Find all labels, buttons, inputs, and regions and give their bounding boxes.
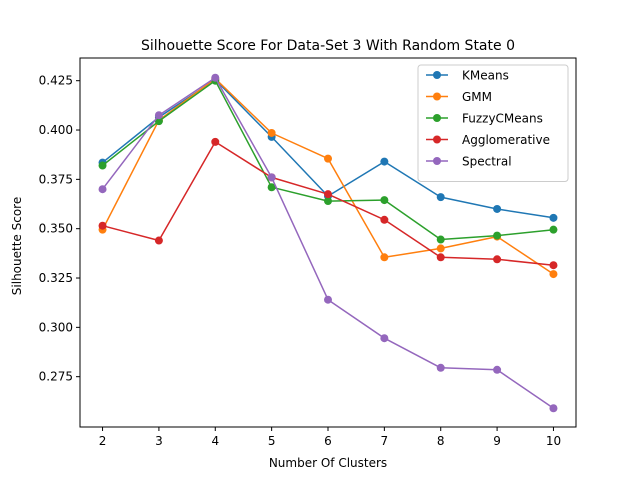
data-point [493, 365, 502, 374]
data-point [267, 183, 276, 192]
legend-marker [433, 157, 441, 165]
y-tick-label: 0.350 [39, 222, 73, 236]
x-tick-label: 6 [324, 434, 332, 448]
legend-label: Spectral [462, 155, 512, 169]
chart-title: Silhouette Score For Data-Set 3 With Ran… [141, 38, 515, 54]
x-tick-label: 2 [99, 434, 107, 448]
data-point [324, 197, 332, 206]
x-tick-label: 3 [155, 434, 163, 448]
data-point [436, 193, 445, 202]
data-point [98, 161, 107, 170]
data-point [493, 231, 502, 240]
legend-label: KMeans [462, 69, 509, 83]
y-tick-label: 0.375 [39, 172, 73, 186]
y-axis-label: Silhouette Score [10, 197, 24, 295]
data-point [98, 221, 107, 230]
legend-marker [433, 114, 441, 122]
data-point [267, 128, 276, 137]
data-point [267, 173, 276, 182]
series-layer [98, 73, 558, 413]
legend-marker [433, 71, 441, 79]
y-tick-label: 0.275 [39, 370, 73, 384]
x-tick-label: 10 [546, 434, 561, 448]
y-tick-label: 0.300 [39, 320, 73, 334]
data-point [211, 73, 220, 82]
legend-item-gmm: GMM [426, 90, 492, 104]
data-point [436, 253, 445, 262]
data-point [436, 244, 445, 253]
series-spectral [98, 73, 558, 413]
legend-marker [433, 135, 441, 144]
legend: KMeans GMM FuzzyCMeans Agglomerative Spectra… [417, 64, 569, 182]
data-point [549, 261, 558, 270]
legend-marker [433, 92, 441, 101]
data-point [549, 225, 558, 234]
data-point [154, 117, 163, 126]
legend-item-agglomerative: Agglomerative [426, 133, 550, 147]
axes-layer: 2 3 4 5 6 7 8 9 10 0.275 0.300 0.325 0.350 0.375 0.400… [39, 57, 577, 448]
x-tick-label: 8 [437, 434, 445, 448]
legend-item-kmeans: KMeans [426, 69, 509, 83]
data-point [549, 404, 558, 413]
data-point [380, 334, 389, 343]
data-point [324, 154, 332, 163]
legend-label: Agglomerative [462, 133, 550, 147]
data-point [98, 185, 107, 194]
data-point [380, 196, 389, 205]
legend-item-fuzzycmeans: FuzzyCMeans [426, 112, 543, 126]
legend-box [417, 64, 569, 182]
data-point [549, 213, 558, 222]
data-point [436, 235, 445, 244]
data-point [493, 204, 502, 213]
data-point [380, 253, 389, 262]
legend-label: GMM [462, 90, 492, 104]
data-point [549, 270, 558, 279]
x-tick-label: 7 [381, 434, 389, 448]
data-point [154, 111, 163, 120]
data-point [324, 190, 332, 199]
x-tick-label: 9 [493, 434, 501, 448]
data-point [324, 295, 332, 304]
y-tick-label: 0.400 [39, 123, 73, 137]
x-axis-label: Number Of Clusters [269, 456, 387, 470]
legend-item-spectral: Spectral [426, 155, 512, 169]
series-agglomerative [98, 137, 558, 270]
data-point [211, 137, 220, 146]
x-tick-label: 4 [211, 434, 219, 448]
data-point [493, 255, 502, 264]
y-tick-label: 0.425 [39, 74, 73, 88]
x-tick-label: 5 [268, 434, 276, 448]
data-point [380, 215, 389, 224]
data-point [380, 157, 389, 166]
data-point [436, 363, 445, 372]
data-point [154, 236, 163, 245]
legend-label: FuzzyCMeans [462, 112, 543, 126]
y-tick-label: 0.325 [39, 271, 73, 285]
